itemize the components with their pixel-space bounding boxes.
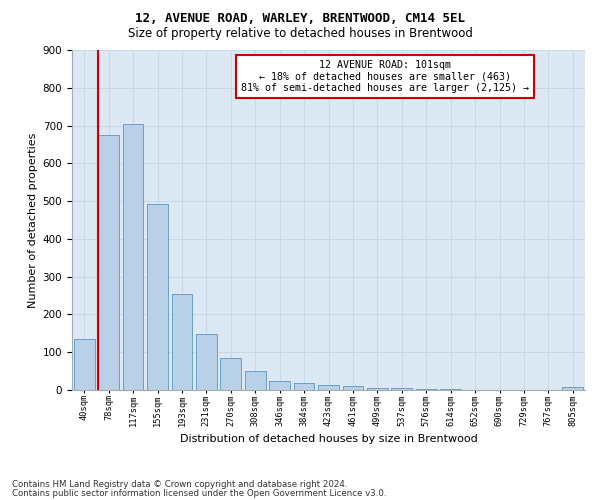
Bar <box>293 383 314 390</box>
Bar <box>440 389 461 390</box>
Bar <box>416 389 437 390</box>
Bar <box>122 124 143 390</box>
Bar <box>269 380 290 390</box>
Bar <box>343 386 364 390</box>
X-axis label: Distribution of detached houses by size in Brentwood: Distribution of detached houses by size … <box>179 434 478 444</box>
Bar <box>367 388 388 390</box>
Bar <box>220 358 241 390</box>
Bar <box>391 388 412 390</box>
Bar <box>245 370 266 390</box>
Text: Contains public sector information licensed under the Open Government Licence v3: Contains public sector information licen… <box>12 488 386 498</box>
Bar <box>147 204 168 390</box>
Bar <box>562 387 583 390</box>
Bar <box>74 339 95 390</box>
Text: Contains HM Land Registry data © Crown copyright and database right 2024.: Contains HM Land Registry data © Crown c… <box>12 480 347 489</box>
Y-axis label: Number of detached properties: Number of detached properties <box>28 132 38 308</box>
Text: 12, AVENUE ROAD, WARLEY, BRENTWOOD, CM14 5EL: 12, AVENUE ROAD, WARLEY, BRENTWOOD, CM14… <box>135 12 465 26</box>
Text: Size of property relative to detached houses in Brentwood: Size of property relative to detached ho… <box>128 28 472 40</box>
Bar <box>98 135 119 390</box>
Bar <box>172 294 193 390</box>
Bar <box>318 386 339 390</box>
Text: 12 AVENUE ROAD: 101sqm
← 18% of detached houses are smaller (463)
81% of semi-de: 12 AVENUE ROAD: 101sqm ← 18% of detached… <box>241 60 529 94</box>
Bar <box>196 334 217 390</box>
